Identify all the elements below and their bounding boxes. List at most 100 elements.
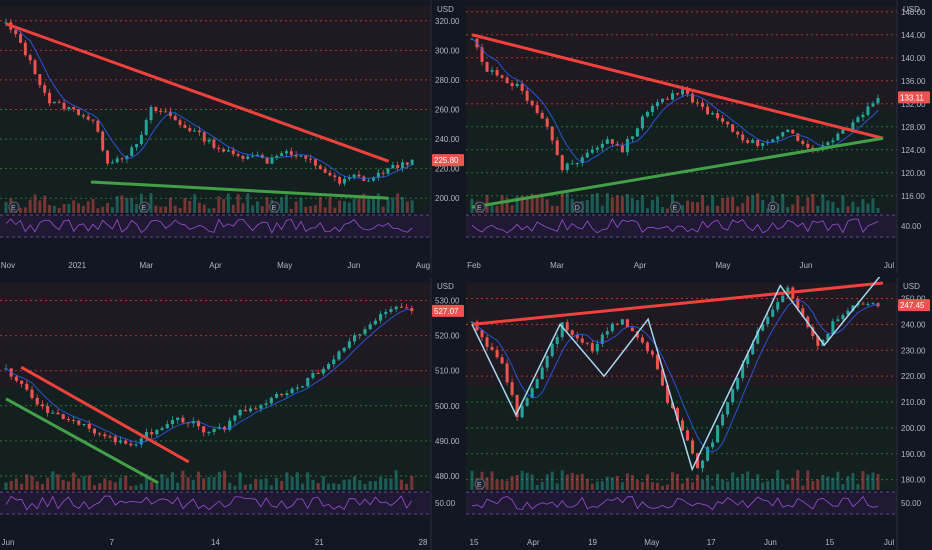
volume-bar bbox=[352, 198, 356, 213]
volume-bar bbox=[164, 206, 168, 213]
candle-body bbox=[40, 404, 44, 407]
candle-body bbox=[761, 143, 765, 146]
volume-bar bbox=[721, 197, 725, 213]
candle-body bbox=[280, 153, 284, 156]
chart-panel-3[interactable]: 530.00 520.00 510.00 500.00 490.00 480.00 USD 5… bbox=[0, 277, 466, 550]
volume-bar bbox=[332, 483, 336, 490]
volume-bar bbox=[196, 471, 201, 490]
volume-bar bbox=[294, 201, 298, 213]
candle-body bbox=[338, 177, 342, 184]
volume-bar bbox=[81, 205, 85, 213]
candle-body bbox=[555, 140, 559, 156]
volume-bar bbox=[831, 477, 835, 490]
volume-bar bbox=[681, 205, 685, 213]
resistance-zone bbox=[0, 6, 431, 110]
candle-body bbox=[741, 364, 745, 379]
volume-bar bbox=[347, 202, 351, 213]
price-tick-label: 280.00 bbox=[435, 76, 460, 85]
volume-bar bbox=[525, 472, 529, 490]
volume-bar bbox=[25, 474, 29, 490]
volume-bar bbox=[585, 200, 589, 213]
candle-body bbox=[665, 98, 669, 100]
volume-bar bbox=[620, 482, 624, 490]
price-tick-label: 124.00 bbox=[901, 146, 926, 155]
candle-body bbox=[309, 158, 313, 160]
volume-bar bbox=[35, 481, 39, 490]
candle-body bbox=[207, 431, 211, 433]
candle-body bbox=[726, 402, 730, 415]
candle-body bbox=[72, 420, 76, 422]
volume-bar bbox=[570, 198, 574, 213]
volume-bar bbox=[284, 194, 288, 213]
volume-bar bbox=[630, 474, 634, 490]
volume-bar bbox=[560, 470, 564, 490]
price-tick-label: 250.00 bbox=[901, 295, 926, 304]
volume-bar bbox=[259, 479, 263, 490]
candle-body bbox=[701, 102, 705, 107]
candle-body bbox=[716, 113, 720, 119]
event-marker-icon bbox=[670, 201, 681, 213]
candle-body bbox=[115, 158, 119, 163]
candle-body bbox=[181, 417, 185, 423]
volume-bar bbox=[701, 194, 705, 213]
candle-body bbox=[396, 164, 400, 168]
volume-bar bbox=[590, 483, 594, 490]
volume-bar bbox=[605, 476, 609, 490]
candle-body bbox=[401, 162, 404, 168]
volume-bar bbox=[716, 205, 720, 213]
candle-body bbox=[159, 111, 163, 113]
volume-bar bbox=[706, 205, 710, 213]
moving-average-line bbox=[5, 308, 412, 444]
volume-bar bbox=[555, 483, 559, 490]
price-tick-label: 190.00 bbox=[901, 450, 926, 459]
volume-bar bbox=[389, 478, 393, 490]
chart-panel-4[interactable]: 250.00 240.00 230.00 220.00 210.00 200.00 190.… bbox=[466, 277, 932, 550]
candle-body bbox=[254, 408, 258, 410]
time-axis-label: 2021 bbox=[68, 261, 86, 270]
candle-body bbox=[289, 151, 293, 156]
volume-bar bbox=[125, 198, 129, 213]
chart-panel-1[interactable]: 320.00 300.00 280.00 260.00 240.00 220.00 200.… bbox=[0, 0, 466, 273]
chart-panel-2[interactable]: 148.00 144.00 140.00 136.00 132.00 128.00 124.… bbox=[466, 0, 932, 273]
event-marker-label: E bbox=[272, 205, 277, 212]
volume-bar bbox=[384, 478, 388, 490]
price-tick-label: 132.00 bbox=[901, 100, 926, 109]
currency-label: USD bbox=[437, 5, 454, 14]
candle-body bbox=[675, 93, 680, 95]
volume-bar bbox=[357, 197, 361, 213]
candle-body bbox=[316, 373, 320, 375]
pattern-path bbox=[471, 277, 881, 472]
volume-bar bbox=[318, 197, 322, 213]
candle-body bbox=[270, 157, 274, 164]
candle-body bbox=[77, 109, 80, 116]
candle-body bbox=[580, 338, 584, 343]
candle-body bbox=[183, 124, 187, 129]
candle-body bbox=[236, 154, 240, 156]
volume-bar bbox=[811, 481, 815, 490]
price-tick-label: 500.00 bbox=[435, 402, 460, 411]
candle-body bbox=[337, 351, 341, 360]
volume-bar bbox=[56, 474, 60, 490]
candle-body bbox=[485, 337, 489, 347]
volume-bar bbox=[826, 476, 830, 490]
candle-body bbox=[326, 364, 331, 369]
volume-bar bbox=[33, 194, 37, 213]
candle-body bbox=[61, 414, 65, 420]
candle-body bbox=[48, 92, 51, 104]
candle-body bbox=[243, 409, 247, 412]
last-price-label: 527.07 bbox=[434, 307, 459, 316]
time-axis-label: Mar bbox=[550, 261, 564, 270]
volume-bar bbox=[736, 477, 740, 490]
volume-bar bbox=[721, 480, 725, 490]
volume-bar bbox=[816, 205, 820, 213]
candle-body bbox=[353, 335, 357, 342]
volume-bar bbox=[701, 479, 705, 490]
candle-body bbox=[600, 334, 604, 344]
candle-body bbox=[134, 444, 138, 446]
volume-bar bbox=[841, 195, 845, 213]
volume-bar bbox=[756, 474, 760, 490]
volume-bar bbox=[358, 480, 362, 490]
candle-body bbox=[525, 398, 529, 406]
volume-bar bbox=[159, 206, 163, 213]
candle-body bbox=[746, 354, 750, 365]
